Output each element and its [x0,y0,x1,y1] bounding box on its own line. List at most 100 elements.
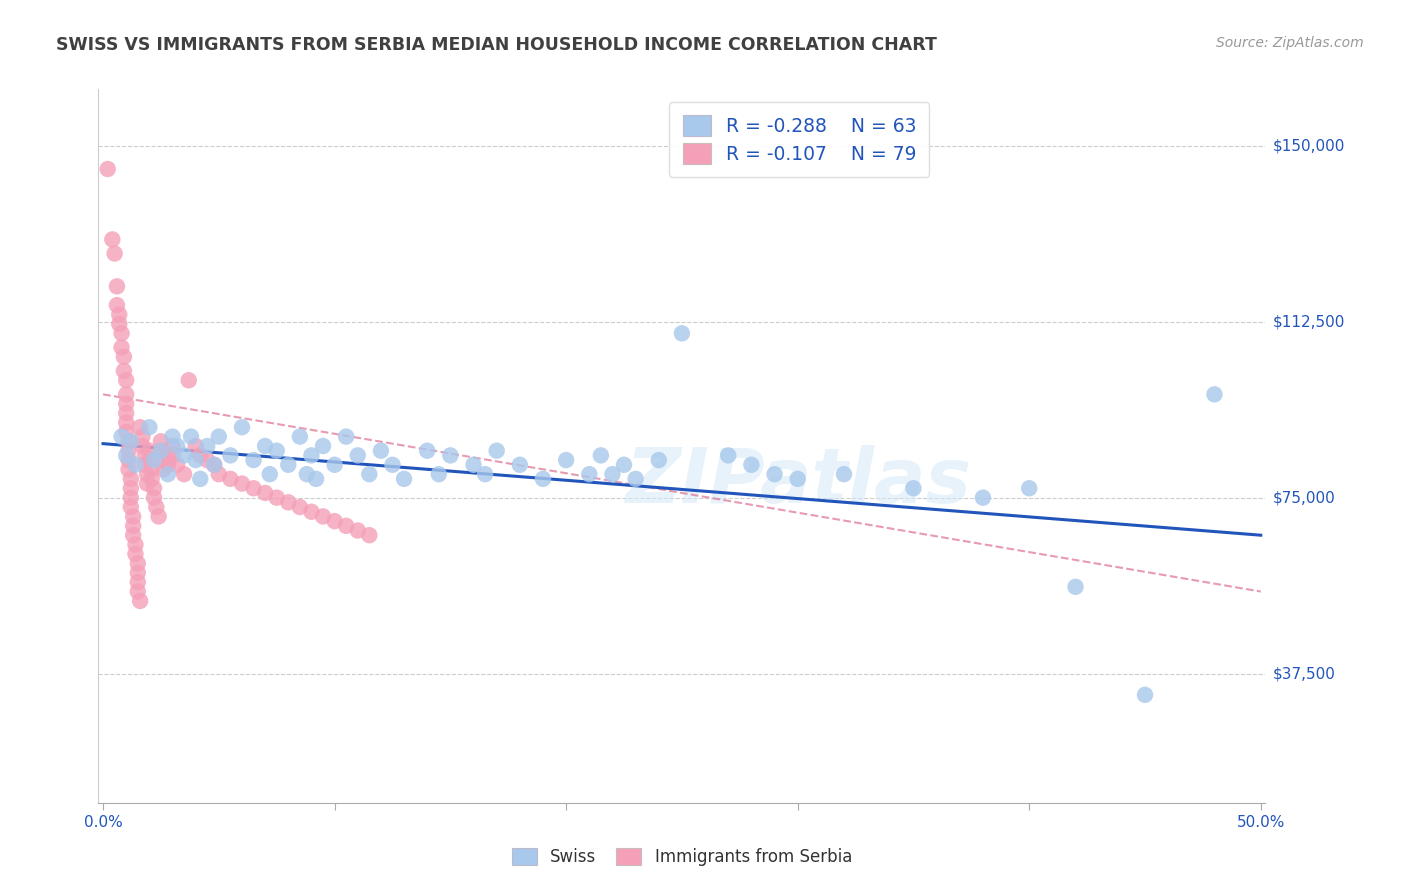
Point [115,425,138,439]
Point [149,443,172,458]
Text: $75,000: $75,000 [1272,490,1336,505]
Point [108,317,131,331]
Point [346,524,368,538]
Point [242,481,264,495]
Text: $37,500: $37,500 [1272,666,1336,681]
Point [138,420,160,434]
Point [152,462,174,476]
Point [1133,688,1156,702]
Point [208,429,231,443]
Point [312,439,335,453]
Point [115,416,138,430]
Point [202,458,225,472]
Point [141,462,163,476]
Point [149,443,172,458]
Point [138,453,160,467]
Point [120,491,142,505]
Point [112,350,135,364]
Point [602,467,624,482]
Point [254,439,277,453]
Point [555,453,578,467]
Y-axis label: Median Household Income: Median Household Income [0,344,7,548]
Point [129,420,152,434]
Point [188,472,211,486]
Point [97,161,120,176]
Point [180,429,202,443]
Point [346,449,368,463]
Point [463,458,485,472]
Point [138,443,160,458]
Point [166,458,188,472]
Point [266,443,288,458]
Point [136,467,159,482]
Point [162,429,184,443]
Text: ZIPatlas: ZIPatlas [626,445,972,518]
Point [613,458,636,472]
Point [124,547,146,561]
Point [148,509,170,524]
Point [1064,580,1087,594]
Point [110,340,132,354]
Point [115,449,138,463]
Point [173,467,195,482]
Point [134,458,156,472]
Point [717,449,740,463]
Point [117,453,139,467]
Point [392,472,415,486]
Point [115,373,138,387]
Text: SWISS VS IMMIGRANTS FROM SERBIA MEDIAN HOUSEHOLD INCOME CORRELATION CHART: SWISS VS IMMIGRANTS FROM SERBIA MEDIAN H… [56,36,938,54]
Point [509,458,531,472]
Point [259,467,281,482]
Point [127,584,149,599]
Legend: Swiss, Immigrants from Serbia: Swiss, Immigrants from Serbia [505,841,859,873]
Point [105,279,128,293]
Point [671,326,693,341]
Point [143,491,166,505]
Point [416,443,439,458]
Point [740,458,762,472]
Point [156,449,179,463]
Point [145,500,167,514]
Point [143,453,166,467]
Point [120,472,142,486]
Point [288,429,311,443]
Point [101,232,124,246]
Point [254,486,277,500]
Point [578,467,600,482]
Point [156,467,179,482]
Point [195,439,218,453]
Point [117,462,139,476]
Point [266,491,288,505]
Point [485,443,508,458]
Point [149,434,172,449]
Point [173,449,195,463]
Point [277,458,299,472]
Point [156,458,179,472]
Point [427,467,450,482]
Text: Source: ZipAtlas.com: Source: ZipAtlas.com [1216,36,1364,50]
Point [188,449,211,463]
Point [152,453,174,467]
Point [370,443,392,458]
Point [312,509,335,524]
Point [231,476,253,491]
Point [136,476,159,491]
Point [120,434,142,449]
Point [120,481,142,495]
Point [166,439,188,453]
Point [122,518,145,533]
Point [288,500,311,514]
Point [131,439,153,453]
Point [231,420,253,434]
Point [219,449,242,463]
Point [474,467,496,482]
Point [143,481,166,495]
Point [277,495,299,509]
Text: $150,000: $150,000 [1272,138,1344,153]
Point [117,443,139,458]
Point [305,472,328,486]
Point [129,594,152,608]
Point [141,472,163,486]
Point [359,528,381,542]
Point [127,557,149,571]
